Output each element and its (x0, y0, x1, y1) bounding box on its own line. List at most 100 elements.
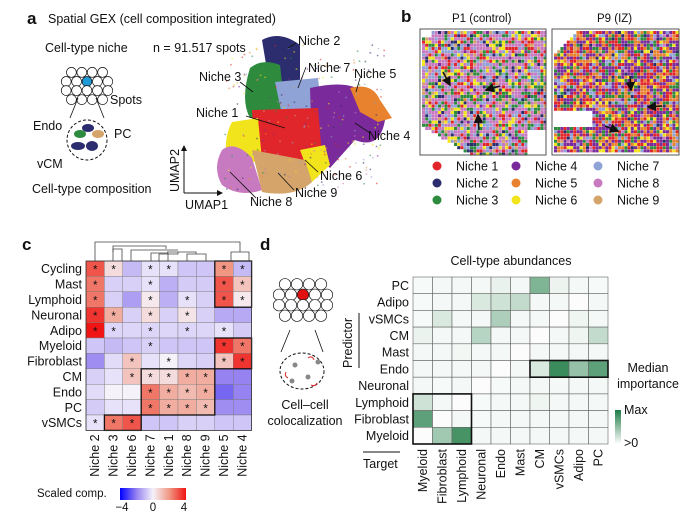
heatmap-cell (549, 426, 570, 445)
heatmap-cell (490, 360, 511, 378)
heatmap-cell (177, 260, 197, 277)
significance-mark: * (222, 265, 227, 277)
legend-swatch-niche-6 (511, 195, 521, 205)
column-label: Endo (494, 449, 508, 478)
heatmap-cell (196, 322, 215, 339)
heatmap-cell (451, 376, 472, 395)
legend-swatch-niche-2 (432, 178, 442, 188)
umap-cluster-niche-9 (252, 150, 312, 194)
arrow-icon (604, 123, 620, 133)
heatmap-cell (490, 426, 511, 445)
row-label: Endo (380, 362, 409, 376)
row-label: Fibroblast (27, 355, 82, 369)
heatmap-cell (214, 368, 234, 385)
significance-mark: * (148, 342, 153, 354)
heatmap-cell (529, 426, 550, 445)
row-label: Mast (382, 346, 410, 360)
heatmap-cell (588, 310, 609, 328)
spot (97, 67, 108, 78)
umap-cluster-niche-5 (350, 86, 392, 122)
row-label: CM (390, 329, 409, 343)
heatmap-cell (510, 326, 531, 345)
umap-label-niche-8: Niche 8 (250, 195, 292, 209)
cluster-box (529, 359, 609, 379)
spot (284, 299, 298, 312)
heatmap-cell (412, 360, 433, 378)
cluster-box (412, 393, 473, 445)
heatmap-cell (549, 293, 570, 311)
heatmap-cell (471, 426, 492, 445)
heatmap-cell (159, 276, 179, 292)
heatmap-cell (568, 393, 589, 411)
spot (66, 94, 77, 105)
colocalization-label-line2: colocalization (267, 414, 342, 428)
heatmap-cell (451, 343, 472, 361)
legend-label: Niche 4 (535, 160, 577, 174)
heatmap-cell (490, 310, 511, 328)
heatmap-cell (549, 326, 570, 345)
heatmap-cell (471, 393, 492, 411)
heatmap-cell (85, 353, 105, 369)
row-label: Adipo (50, 324, 82, 338)
heatmap-cell (432, 293, 453, 311)
column-label: Adipo (572, 449, 586, 481)
highlighted-spot (296, 288, 310, 301)
row-label: Mast (55, 278, 83, 292)
significance-mark: * (93, 311, 98, 323)
heatmap-cell (510, 410, 531, 428)
spot (308, 288, 322, 301)
heatmap-cell (196, 337, 215, 354)
vcm-cell-icon (71, 142, 85, 150)
significance-mark: * (185, 373, 190, 385)
niche-legend: Niche 1 Niche 2 Niche 3 Niche 4 Niche 5 Niche… (432, 160, 659, 208)
column-label: Fibroblast (435, 448, 449, 503)
significance-mark: * (148, 280, 153, 292)
heatmap-cell (122, 337, 142, 354)
umap-plot: Niche 2 Niche 7 Niche 5 Niche 3 Niche 1 … (168, 34, 410, 212)
heatmap-cell (529, 376, 550, 395)
significance-mark: * (222, 326, 227, 338)
umap1-axis-label: UMAP1 (185, 198, 228, 212)
spot (60, 76, 72, 87)
target-axis-label: Target (363, 457, 398, 471)
significance-mark: * (130, 419, 135, 431)
umap-cluster-niche-3 (245, 62, 285, 118)
cell-type-niche-label: Cell-type niche (45, 41, 128, 55)
significance-mark: * (185, 326, 190, 338)
heatmap-cell (568, 343, 589, 361)
p9-tissue-map (554, 31, 679, 153)
heatmap-cell (85, 399, 105, 416)
legend-swatch-niche-4 (511, 161, 521, 171)
column-label: Niche 3 (107, 434, 121, 476)
heatmap-cell (412, 393, 433, 411)
colorbar-c-tick-min: −4 (115, 502, 129, 514)
colocalization-illustration (279, 329, 325, 390)
heatmap-cell (471, 293, 492, 311)
colocalization-label-line1: Cell–cell (281, 398, 328, 412)
spot (284, 288, 298, 301)
highlighted-spot (81, 76, 93, 87)
significance-mark: * (93, 280, 98, 292)
spot (102, 85, 114, 96)
significance-mark: * (185, 311, 190, 323)
significance-mark: * (203, 388, 208, 400)
row-label: Myeloid (366, 429, 409, 443)
significance-mark: * (240, 280, 245, 292)
arrow-icon (484, 83, 501, 93)
row-label: Neuronal (31, 308, 82, 322)
heatmap-cell (214, 414, 234, 431)
umap-label-niche-6: Niche 6 (320, 169, 362, 183)
spot (81, 85, 93, 96)
heatmap-cell (104, 384, 124, 400)
row-label: CM (63, 370, 82, 384)
heatmap-cell (510, 293, 531, 311)
spot (92, 76, 103, 87)
spot (86, 94, 98, 105)
row-label: Endo (53, 385, 82, 399)
column-label: Niche 6 (125, 434, 139, 476)
heatmap-cell (412, 343, 433, 361)
heatmap-cell (471, 343, 492, 361)
heatmap-cell (529, 293, 550, 311)
umap-label-niche-1: Niche 1 (196, 106, 238, 120)
